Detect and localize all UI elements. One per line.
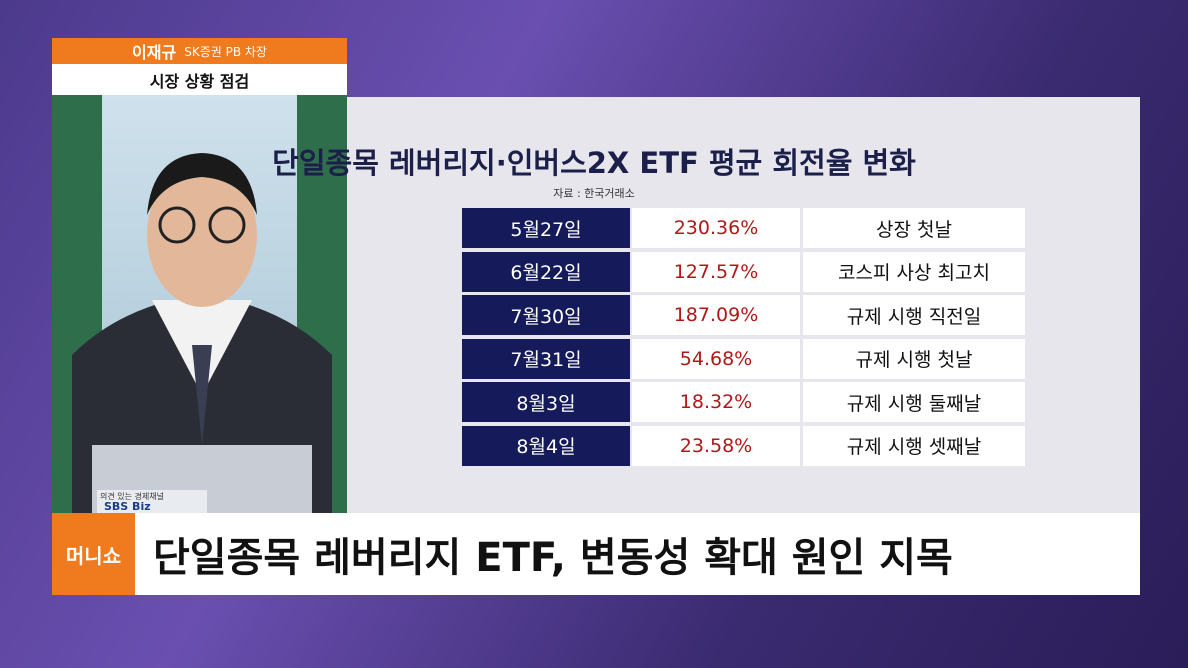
rate-cell: 18.32% (632, 382, 800, 422)
date-cell: 6월22일 (462, 251, 630, 292)
desk-slogan: 의견 있는 경제채널 (100, 492, 164, 501)
note-cell: 규제 시행 직전일 (803, 295, 1025, 335)
date-cell: 5월27일 (462, 208, 630, 248)
note-cell: 규제 시행 첫날 (803, 338, 1025, 379)
panel-title: 단일종목 레버리지·인버스2X ETF 평균 회전율 변화 (272, 146, 916, 180)
segment-name: 시장 상황 점검 (52, 64, 347, 95)
nameplate-top: 이재규 SK증권 PB 차장 (52, 38, 347, 64)
rate-cell: 54.68% (632, 338, 800, 379)
presenter-role: SK증권 PB 차장 (184, 44, 267, 59)
note-cell: 상장 첫날 (803, 208, 1025, 248)
date-cell: 7월31일 (462, 338, 630, 379)
presenter-name: 이재규 (132, 43, 177, 62)
date-cell: 7월30일 (462, 295, 630, 335)
note-cell: 코스피 사상 최고치 (803, 251, 1025, 292)
rate-cell: 23.58% (632, 425, 800, 466)
rate-cell: 127.57% (632, 251, 800, 292)
presenter-illustration (52, 95, 347, 513)
note-cell: 규제 시행 셋째날 (803, 425, 1025, 466)
rate-cell: 230.36% (632, 208, 800, 248)
date-cell: 8월3일 (462, 382, 630, 422)
desk-logo: SBS Biz (104, 500, 151, 513)
panel-source: 자료 : 한국거래소 (553, 187, 635, 200)
note-cell: 규제 시행 둘째날 (803, 382, 1025, 422)
rate-cell: 187.09% (632, 295, 800, 335)
studio-view: 의견 있는 경제채널 SBS Biz (52, 95, 347, 513)
date-cell: 8월4일 (462, 425, 630, 466)
ticker-headline: 단일종목 레버리지 ETF, 변동성 확대 원인 지목 (135, 513, 1140, 595)
ticker-logo: 머니쇼 (52, 513, 135, 595)
